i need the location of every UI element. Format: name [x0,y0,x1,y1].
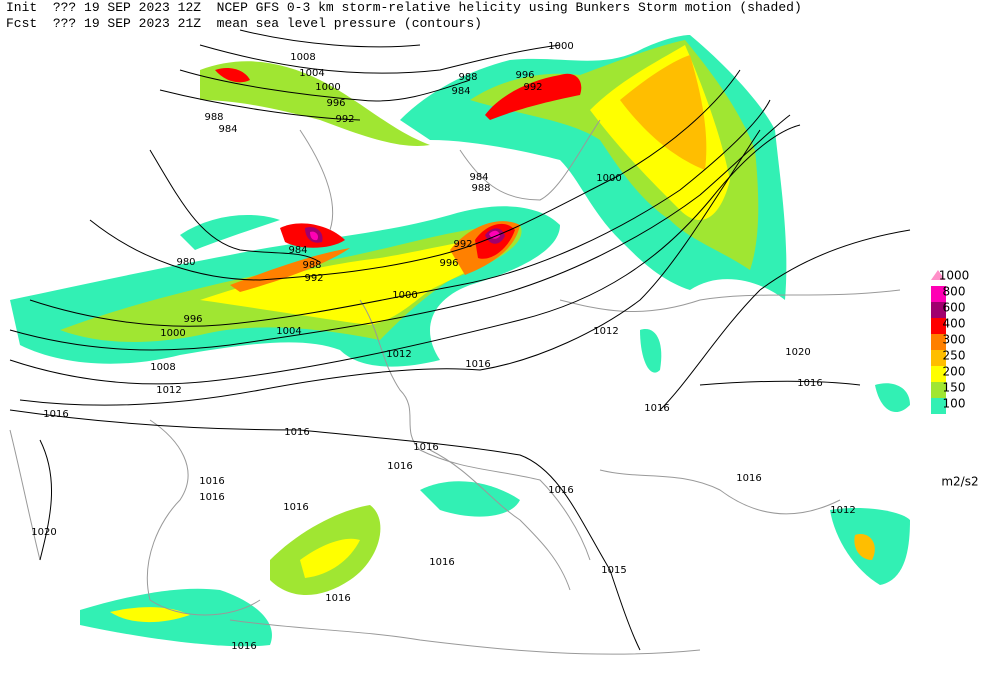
isobar-label: 1000 [160,328,185,339]
isobar-label: 1016 [797,378,822,389]
isobar-label: 1016 [465,359,490,370]
legend-label: 100 [943,397,966,411]
legend-swatch [931,350,946,366]
isobar-labels: 1008100410009969929889849809849889921000… [31,41,855,652]
legend-label: 200 [943,365,966,379]
isobar-label: 1016 [43,409,68,420]
coastlines [9,119,901,655]
isobar-label: 996 [515,70,534,81]
isobar-label: 1012 [830,505,855,516]
isobar-label: 1016 [736,473,761,484]
isobar-label: 1012 [593,326,618,337]
isobar-label: 1000 [392,290,417,301]
isobar-label: 984 [451,86,470,97]
isobar-label: 1016 [429,557,454,568]
legend-swatch [931,334,946,350]
fcst-time: ??? 19 SEP 2023 21Z [52,16,202,31]
isobar-label: 996 [439,258,458,269]
isobar-label: 988 [204,112,223,123]
isobar-label: 984 [469,172,488,183]
legend-label: 250 [943,349,966,363]
isobar-label: 1008 [290,52,315,63]
isobar-label: 1000 [596,173,621,184]
isobar-label: 1016 [387,461,412,472]
legend-swatch [931,398,946,414]
legend-swatch [931,318,946,334]
isobar-label: 1012 [386,349,411,360]
legend-swatch [931,302,946,318]
legend-swatch [931,366,946,382]
isobar-label: 988 [458,72,477,83]
isobar-label: 1016 [283,502,308,513]
isobar-label: 988 [302,260,321,271]
legend-label: 800 [943,285,966,299]
isobar-label: 1020 [785,347,810,358]
fcst-label: Fcst [6,16,38,31]
legend-label: 1000 [939,269,970,283]
isobar-label: 996 [183,314,202,325]
isobar-label: 1016 [413,442,438,453]
title: NCEP GFS 0-3 km storm-relative helicity … [216,0,802,15]
isobar-label: 988 [471,183,490,194]
isobar-label: 1008 [150,362,175,373]
isobar-label: 984 [288,245,307,256]
isobars [9,29,911,651]
legend: 1000 800 600 400 300 250 200 150 100 m2/s2 [931,269,979,489]
isobar-label: 1016 [548,485,573,496]
isobar-label: 1016 [644,403,669,414]
isobar-label: 1016 [199,476,224,487]
isobar-label: 992 [523,82,542,93]
isobar-label: 992 [453,239,472,250]
legend-label: 600 [943,301,966,315]
isobar-label: 1004 [276,326,301,337]
helicity-shading [10,35,910,647]
isobar-label: 984 [218,124,237,135]
isobar-label: 1004 [299,68,324,79]
isobar-label: 1000 [548,41,573,52]
isobar-label: 992 [304,273,323,284]
isobar-label: 1020 [31,527,56,538]
isobar-label: 1015 [601,565,626,576]
legend-swatch [931,270,945,280]
legend-unit: m2/s2 [941,475,978,489]
isobar-label: 1012 [156,385,181,396]
isobar-label: 1000 [315,82,340,93]
legend-swatch [931,382,946,398]
isobar-label: 1016 [231,641,256,652]
header-line-1: Init ??? 19 SEP 2023 12Z NCEP GFS 0-3 km… [6,0,802,15]
isobar-label: 1016 [199,492,224,503]
legend-label: 300 [943,333,966,347]
isobar-label: 992 [335,114,354,125]
isobar-label: 1016 [284,427,309,438]
isobar-label: 996 [326,98,345,109]
init-time: ??? 19 SEP 2023 12Z [52,0,202,15]
legend-label: 150 [943,381,966,395]
legend-swatch [931,286,946,302]
isobar-label: 980 [176,257,195,268]
header-line-2: Fcst ??? 19 SEP 2023 21Z mean sea level … [6,16,482,31]
isobar-label: 1016 [325,593,350,604]
subtitle: mean sea level pressure (contours) [216,16,482,31]
init-label: Init [6,0,38,15]
legend-label: 400 [943,317,966,331]
